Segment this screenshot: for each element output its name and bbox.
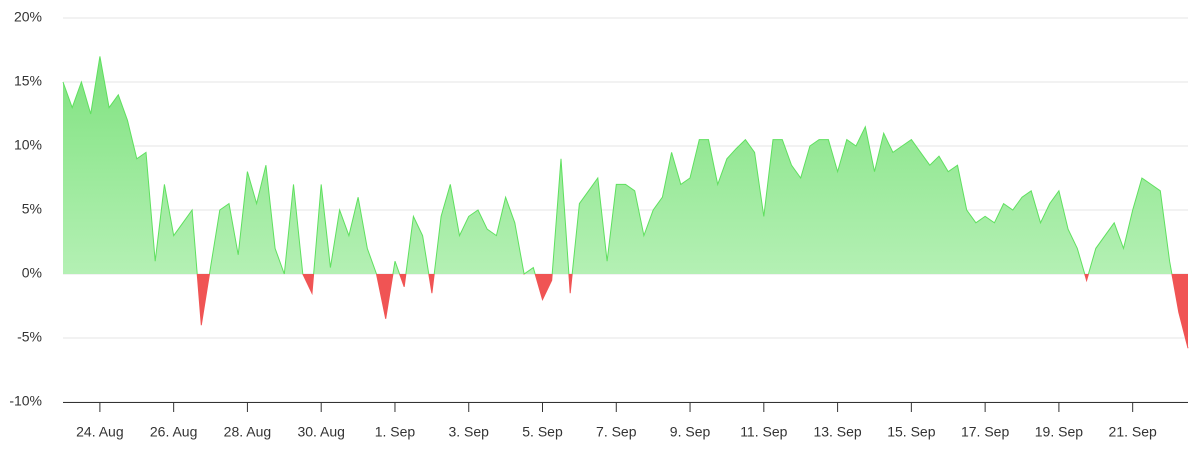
y-tick-label: -5% [17,329,42,345]
x-tick-label: 24. Aug [76,424,124,440]
x-tick-label: 30. Aug [297,424,345,440]
x-tick-label: 21. Sep [1109,424,1157,440]
x-tick-label: 5. Sep [522,424,563,440]
x-tick-label: 9. Sep [670,424,711,440]
x-tick-label: 13. Sep [813,424,861,440]
x-tick-label: 3. Sep [448,424,489,440]
y-tick-label: 20% [14,9,42,25]
line-positive [62,56,1173,274]
y-tick-label: 5% [22,201,42,217]
y-tick-label: 0% [22,265,42,281]
x-tick-label: 7. Sep [596,424,637,440]
y-tick-label: -10% [9,393,42,409]
x-tick-label: 19. Sep [1035,424,1083,440]
x-tick-label: 17. Sep [961,424,1009,440]
x-tick-label: 15. Sep [887,424,935,440]
y-tick-label: 10% [14,137,42,153]
x-tick-label: 28. Aug [224,424,272,440]
area-positive [63,56,1188,274]
y-tick-label: 15% [14,73,42,89]
x-tick-label: 1. Sep [375,424,416,440]
x-tick-label: 11. Sep [740,424,787,440]
x-tick-label: 26. Aug [150,424,198,440]
